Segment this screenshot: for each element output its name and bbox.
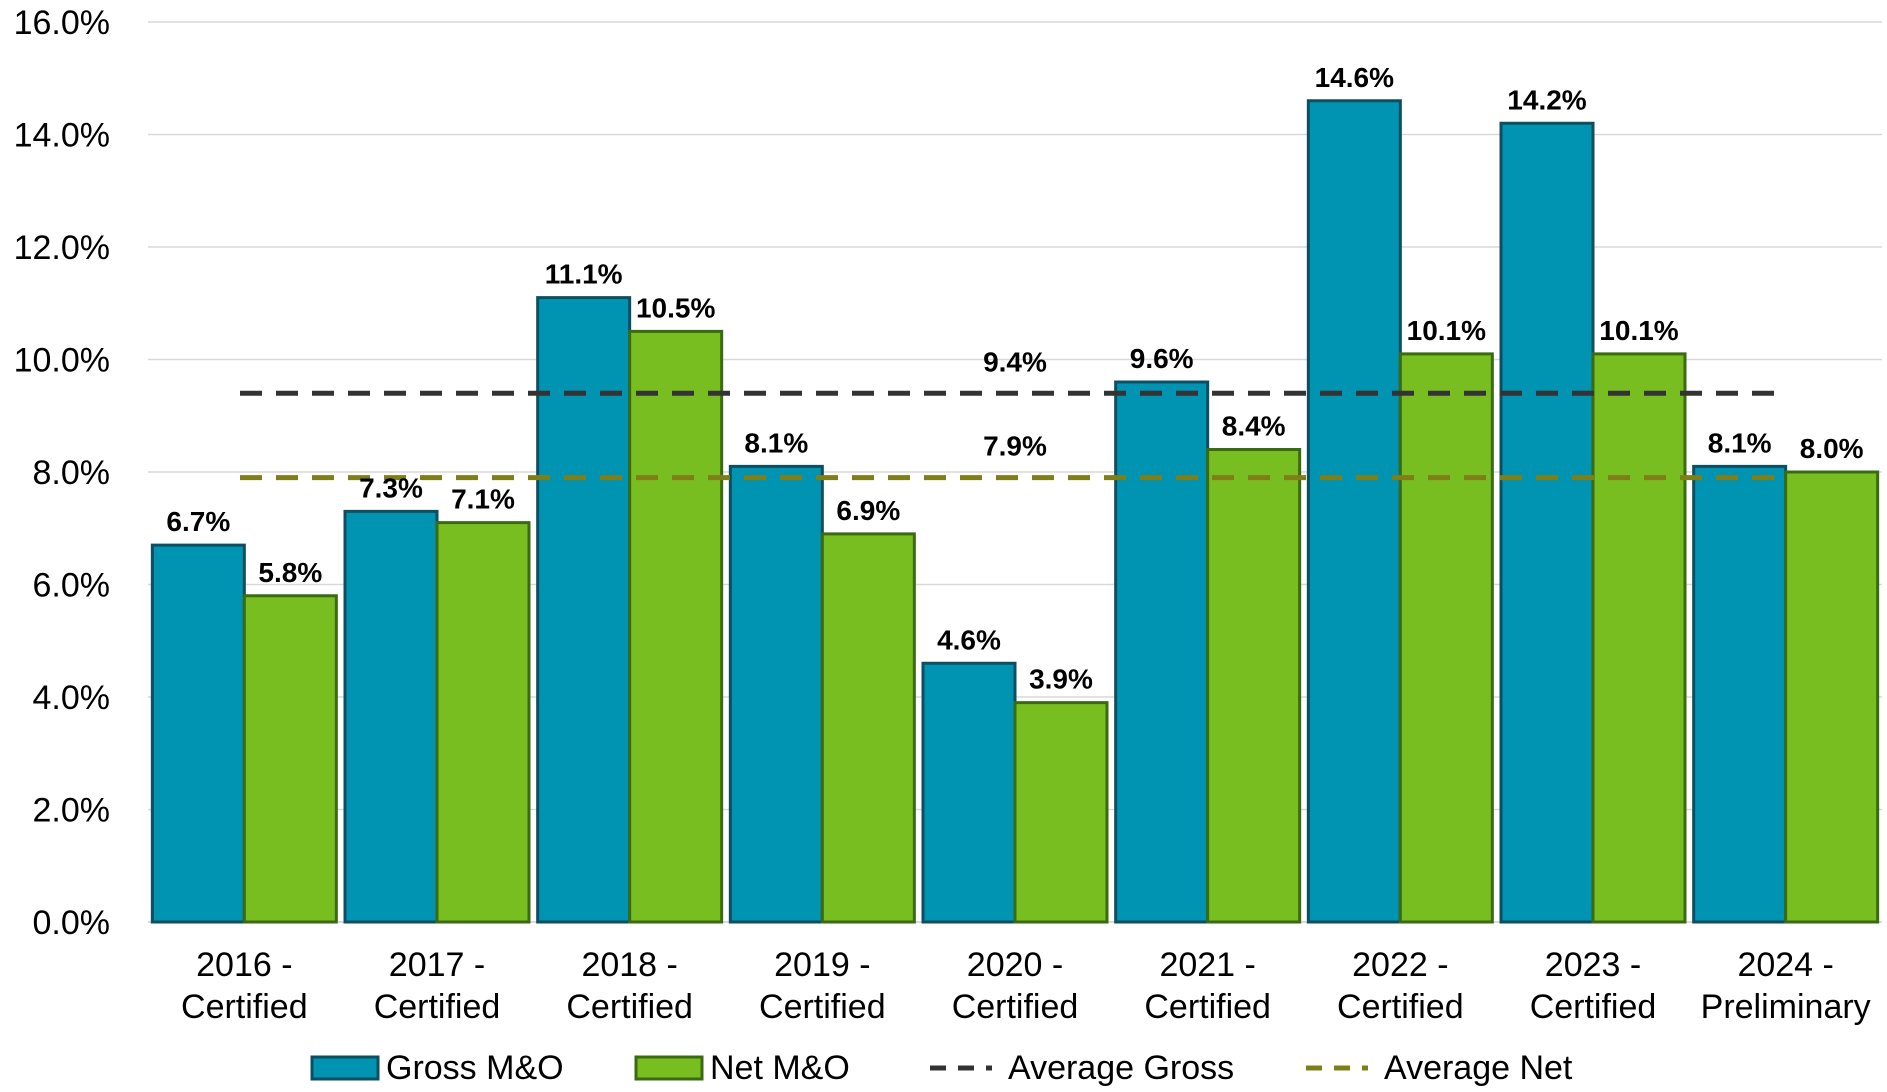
net-data-label: 6.9%	[836, 495, 900, 526]
x-category-label: 2023 -	[1545, 946, 1641, 984]
gross-legend-label: Gross M&O	[386, 1049, 564, 1087]
x-category-label: 2024 -	[1737, 946, 1833, 984]
y-tick-label: 6.0%	[33, 567, 111, 605]
x-category-label: Certified	[374, 988, 501, 1026]
net-legend-label: Net M&O	[710, 1049, 850, 1087]
net-bar	[1206, 448, 1302, 924]
gross-bar	[1306, 99, 1402, 924]
net-bar	[1013, 701, 1109, 924]
data-labels: 6.7% 7.3% 11.1% 8.1% 4.6% 9.6% 14.6% 14.2% 8.1% 5…	[166, 62, 1863, 695]
y-tick-label: 4.0%	[33, 679, 111, 717]
bars	[150, 99, 1880, 924]
gross-bar	[1692, 464, 1788, 924]
gross-legend-swatch	[310, 1055, 380, 1081]
x-category-label: 2021 -	[1159, 946, 1255, 984]
net-data-label: 10.1%	[1599, 315, 1678, 346]
gross-data-label: 9.6%	[1130, 343, 1194, 374]
gross-data-label: 6.7%	[166, 506, 230, 537]
y-tick-label: 0.0%	[33, 904, 111, 942]
y-tick-label: 16.0%	[14, 4, 110, 42]
gross-bar	[921, 661, 1017, 924]
net-data-label: 8.4%	[1222, 411, 1286, 442]
gross-bar	[150, 543, 246, 924]
net-bar	[242, 594, 338, 924]
x-category-label: 2020 -	[967, 946, 1063, 984]
average-gross-label: 9.4%	[983, 346, 1047, 377]
gross-data-label: 14.6%	[1315, 62, 1394, 93]
x-category-label: Certified	[1530, 988, 1657, 1026]
net-data-label: 10.1%	[1407, 315, 1486, 346]
gross-data-label: 11.1%	[545, 259, 623, 290]
gross-data-label: 8.1%	[1708, 427, 1772, 458]
average-net-legend-label: Average Net	[1384, 1049, 1573, 1087]
gross-bar	[1114, 380, 1210, 924]
net-bar	[820, 532, 916, 924]
x-category-label: Certified	[1337, 988, 1464, 1026]
y-tick-label: 12.0%	[14, 229, 110, 267]
x-category-label: 2018 -	[581, 946, 677, 984]
gross-bar	[1499, 121, 1595, 924]
net-bar	[435, 521, 531, 924]
x-category-label: 2017 -	[389, 946, 485, 984]
net-legend-swatch	[634, 1055, 704, 1081]
net-data-label: 8.0%	[1800, 433, 1864, 464]
y-tick-label: 2.0%	[33, 792, 111, 830]
net-data-label: 7.1%	[451, 484, 515, 515]
y-axis: 0.0% 2.0% 4.0% 6.0% 8.0% 10.0% 12.0% 14.0% 16.0%	[14, 4, 110, 942]
net-bar	[1398, 352, 1494, 924]
average-gross-legend-label: Average Gross	[1008, 1049, 1234, 1087]
gross-data-label: 4.6%	[937, 624, 1001, 655]
net-bar	[628, 329, 724, 924]
x-category-label: Certified	[952, 988, 1079, 1026]
gross-data-label: 14.2%	[1507, 84, 1586, 115]
y-tick-label: 14.0%	[14, 117, 110, 155]
gross-bar	[728, 464, 824, 924]
x-category-label: Certified	[759, 988, 886, 1026]
gross-bar	[343, 509, 439, 924]
y-tick-label: 10.0%	[14, 342, 110, 380]
gross-data-label: 7.3%	[359, 472, 423, 503]
x-category-label: Preliminary	[1701, 988, 1871, 1026]
x-category-label: 2016 -	[196, 946, 292, 984]
x-axis: 2016 - Certified 2017 - Certified 2018 - Cert…	[181, 946, 1871, 1026]
net-bar	[1784, 470, 1880, 924]
average-lines	[240, 390, 1780, 481]
x-category-label: Certified	[566, 988, 693, 1026]
net-data-label: 10.5%	[636, 292, 715, 323]
average-net-label: 7.9%	[983, 431, 1047, 462]
y-tick-label: 8.0%	[33, 454, 111, 492]
net-data-label: 5.8%	[258, 557, 322, 588]
legend: Gross M&O Net M&O Average Gross Average Net	[310, 1049, 1573, 1087]
x-category-label: 2019 -	[774, 946, 870, 984]
x-category-label: Certified	[1144, 988, 1271, 1026]
gross-data-label: 8.1%	[744, 427, 808, 458]
x-category-label: 2022 -	[1352, 946, 1448, 984]
net-data-label: 3.9%	[1029, 664, 1093, 695]
net-bar	[1591, 352, 1687, 924]
x-category-label: Certified	[181, 988, 308, 1026]
